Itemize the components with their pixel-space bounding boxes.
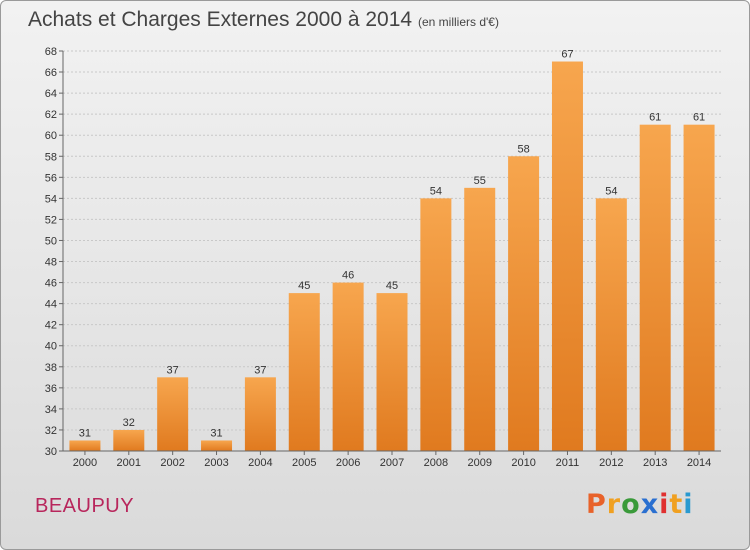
- bar: [595, 198, 627, 451]
- y-tick-label: 44: [45, 299, 57, 311]
- y-tick-label: 52: [45, 214, 57, 226]
- bar-value-label: 58: [517, 143, 529, 155]
- y-tick-label: 48: [45, 257, 57, 269]
- bar-value-label: 67: [561, 49, 573, 61]
- bar-value-label: 32: [123, 417, 135, 429]
- logo-letter: t: [669, 489, 684, 520]
- bar: [69, 440, 101, 451]
- y-tick-label: 38: [45, 362, 57, 374]
- x-tick-label: 2007: [380, 457, 404, 469]
- y-tick-label: 60: [45, 130, 57, 142]
- bar: [551, 61, 583, 452]
- y-tick-label: 50: [45, 235, 57, 247]
- logo-letter: r: [606, 489, 622, 520]
- bar: [683, 124, 715, 452]
- bar-value-label: 45: [386, 280, 398, 292]
- logo-letter: i: [683, 489, 694, 520]
- logo-letter: P: [586, 489, 607, 520]
- bar: [639, 124, 671, 452]
- bar: [288, 293, 320, 451]
- y-tick-label: 30: [45, 446, 57, 458]
- location-label: BEAUPUY: [35, 495, 135, 517]
- bar-value-label: 37: [167, 364, 179, 376]
- x-tick-label: 2013: [643, 457, 667, 469]
- bar-value-label: 45: [298, 280, 310, 292]
- logo-letter: i: [659, 489, 670, 520]
- y-tick-label: 64: [45, 88, 57, 100]
- x-tick-label: 2004: [248, 457, 272, 469]
- x-tick-label: 2005: [292, 457, 316, 469]
- y-tick-label: 46: [45, 278, 57, 290]
- bar: [157, 377, 189, 451]
- bar-value-label: 54: [430, 185, 442, 197]
- y-tick-label: 34: [45, 404, 57, 416]
- y-tick-label: 36: [45, 383, 57, 395]
- chart-title: Achats et Charges Externes 2000 à 2014: [28, 8, 413, 31]
- bar-value-label: 37: [254, 364, 266, 376]
- bar: [420, 198, 452, 451]
- x-tick-label: 2009: [467, 457, 491, 469]
- y-tick-label: 32: [45, 425, 57, 437]
- x-tick-label: 2001: [117, 457, 141, 469]
- y-tick-label: 58: [45, 151, 57, 163]
- logo-letter: x: [640, 489, 660, 520]
- bar: [113, 429, 145, 451]
- bar: [376, 293, 408, 451]
- y-tick-label: 56: [45, 172, 57, 184]
- logo-letter: o: [621, 489, 641, 520]
- x-tick-label: 2012: [599, 457, 623, 469]
- bar: [508, 156, 540, 451]
- bar-value-label: 55: [474, 175, 486, 187]
- x-tick-label: 2008: [424, 457, 448, 469]
- bar: [201, 440, 233, 451]
- x-tick-label: 2006: [336, 457, 360, 469]
- x-tick-label: 2003: [204, 457, 228, 469]
- y-tick-label: 68: [45, 46, 57, 58]
- y-tick-label: 40: [45, 341, 57, 353]
- x-tick-label: 2000: [73, 457, 97, 469]
- y-tick-label: 62: [45, 109, 57, 121]
- chart-subtitle: (en milliers d'€): [418, 15, 499, 29]
- proxiti-logo: Proxiti: [586, 489, 694, 520]
- bar-value-label: 54: [605, 185, 617, 197]
- y-tick-label: 54: [45, 193, 57, 205]
- x-tick-label: 2002: [160, 457, 184, 469]
- x-tick-label: 2014: [687, 457, 711, 469]
- bar-value-label: 31: [210, 427, 222, 439]
- bar: [332, 282, 364, 451]
- bar: [244, 377, 276, 451]
- bar-value-label: 31: [79, 427, 91, 439]
- bar-value-label: 61: [693, 112, 705, 124]
- x-tick-label: 2011: [556, 457, 580, 469]
- y-tick-label: 42: [45, 320, 57, 332]
- bar-value-label: 61: [649, 112, 661, 124]
- y-tick-label: 66: [45, 67, 57, 79]
- x-tick-label: 2010: [511, 457, 535, 469]
- bar: [464, 187, 496, 451]
- bar-value-label: 46: [342, 270, 354, 282]
